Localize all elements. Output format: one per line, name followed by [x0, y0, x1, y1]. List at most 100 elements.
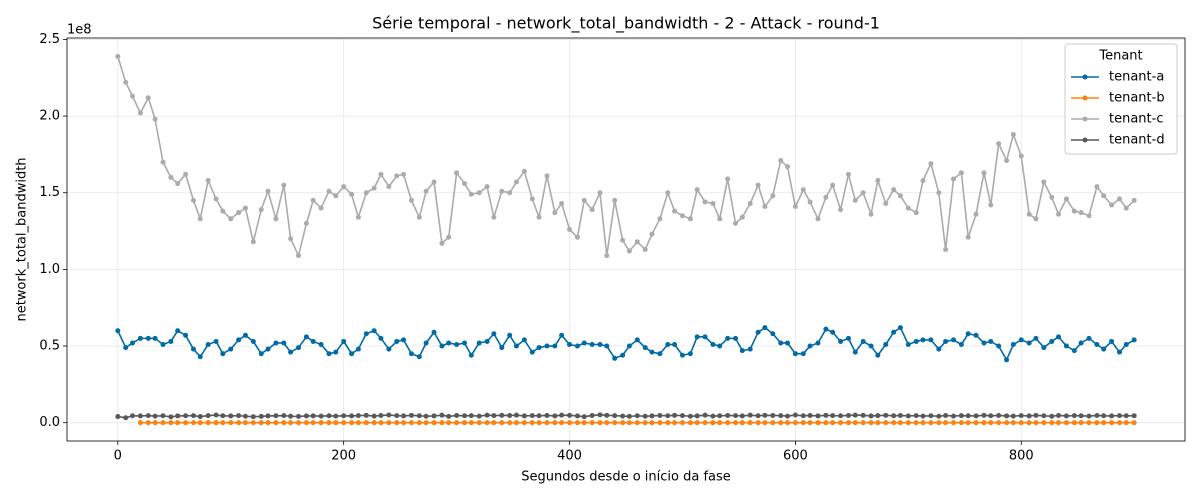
- point: [484, 420, 490, 426]
- point: [792, 420, 798, 426]
- point: [770, 420, 776, 426]
- point: [626, 413, 632, 419]
- point: [408, 420, 414, 426]
- point: [762, 204, 768, 210]
- point: [175, 413, 181, 419]
- point: [679, 352, 685, 358]
- point: [1071, 348, 1077, 354]
- point: [273, 340, 279, 346]
- x-tick-label: 200: [331, 449, 356, 464]
- point: [626, 248, 632, 254]
- point: [1049, 338, 1055, 344]
- point: [423, 420, 429, 426]
- point: [123, 345, 129, 351]
- point: [205, 420, 211, 426]
- point: [1049, 194, 1055, 200]
- point: [536, 420, 542, 426]
- point: [281, 182, 287, 188]
- point: [800, 413, 806, 419]
- point: [371, 420, 377, 426]
- point: [371, 413, 377, 419]
- legend-title: Tenant: [1098, 49, 1142, 64]
- point: [965, 420, 971, 426]
- point: [273, 413, 279, 419]
- point: [762, 412, 768, 418]
- point: [281, 340, 287, 346]
- point: [672, 342, 678, 348]
- point: [1094, 342, 1100, 348]
- point: [815, 413, 821, 419]
- point: [250, 239, 256, 245]
- point: [845, 412, 851, 418]
- point: [242, 413, 248, 419]
- y-offset-label: 1e8: [67, 23, 92, 38]
- point: [807, 412, 813, 418]
- point: [310, 420, 316, 426]
- point: [694, 413, 700, 419]
- point: [220, 420, 226, 426]
- point: [499, 188, 505, 194]
- point: [521, 413, 527, 419]
- point: [386, 412, 392, 418]
- point: [800, 420, 806, 426]
- point: [137, 413, 143, 419]
- point: [778, 420, 784, 426]
- point: [1063, 420, 1069, 426]
- point: [897, 412, 903, 418]
- point: [574, 420, 580, 426]
- point: [333, 193, 339, 199]
- point: [394, 338, 400, 344]
- point: [129, 340, 135, 346]
- point: [303, 220, 309, 226]
- point: [288, 420, 294, 426]
- legend-marker: [1082, 116, 1088, 122]
- point: [770, 193, 776, 199]
- point: [145, 95, 151, 101]
- point: [521, 420, 527, 426]
- point: [702, 412, 708, 418]
- point: [462, 181, 468, 187]
- point: [620, 420, 626, 426]
- point: [784, 413, 790, 419]
- point: [747, 346, 753, 352]
- point: [273, 216, 279, 222]
- point: [213, 412, 219, 418]
- point: [175, 420, 181, 426]
- point: [349, 351, 355, 357]
- point: [318, 413, 324, 419]
- point: [1109, 413, 1115, 419]
- point: [137, 110, 143, 116]
- point: [770, 331, 776, 337]
- point: [1086, 413, 1092, 419]
- point: [665, 342, 671, 348]
- legend-marker: [1082, 74, 1088, 80]
- point: [672, 412, 678, 418]
- point: [807, 199, 813, 205]
- point: [755, 413, 761, 419]
- point: [462, 413, 468, 419]
- point: [702, 420, 708, 426]
- point: [702, 334, 708, 340]
- point: [943, 420, 949, 426]
- point: [981, 340, 987, 346]
- point: [1033, 216, 1039, 222]
- point: [213, 196, 219, 202]
- point: [913, 210, 919, 216]
- point: [1071, 208, 1077, 214]
- point: [679, 213, 685, 219]
- point: [717, 413, 723, 419]
- point: [333, 420, 339, 426]
- point: [386, 420, 392, 426]
- point: [792, 204, 798, 210]
- point: [800, 187, 806, 193]
- point: [1041, 345, 1047, 351]
- point: [544, 420, 550, 426]
- point: [507, 332, 513, 338]
- point: [296, 413, 302, 419]
- point: [807, 343, 813, 349]
- point: [710, 200, 716, 206]
- point: [333, 349, 339, 355]
- point: [468, 420, 474, 426]
- point: [341, 338, 347, 344]
- point: [1071, 413, 1077, 419]
